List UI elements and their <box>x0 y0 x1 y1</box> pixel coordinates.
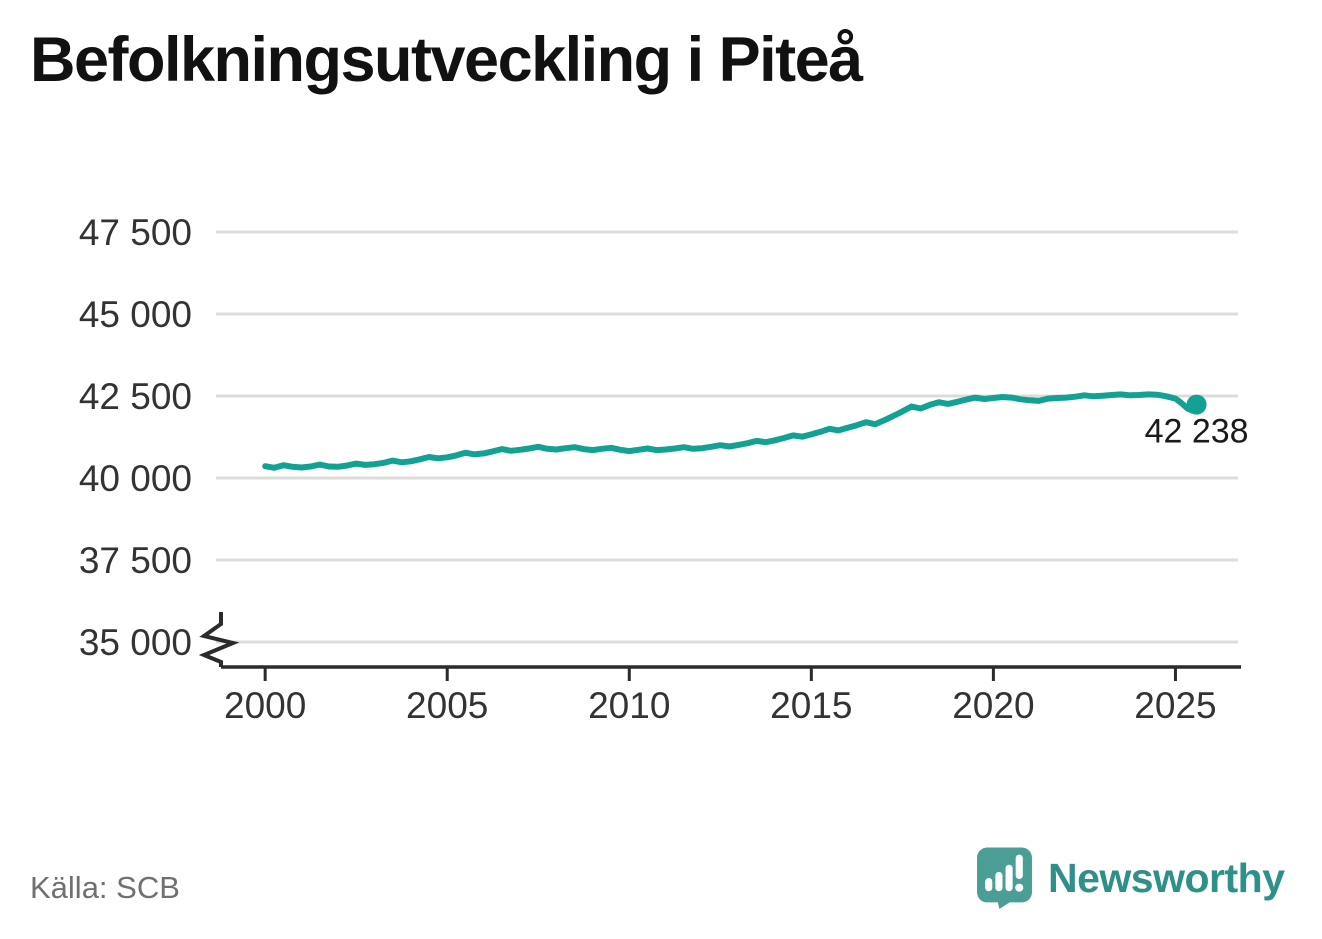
latest-value-label: 42 238 <box>1145 413 1249 451</box>
x-tick-label: 2025 <box>1134 685 1216 726</box>
y-tick-label: 35 000 <box>79 622 192 663</box>
x-tick-label: 2010 <box>588 685 670 726</box>
y-tick-label: 42 500 <box>79 376 192 417</box>
latest-value-dot <box>1186 394 1207 415</box>
x-tick-label: 2005 <box>406 685 488 726</box>
y-tick-label: 37 500 <box>79 540 192 581</box>
y-tick-label: 45 000 <box>79 294 192 335</box>
x-tick-label: 2015 <box>770 685 852 726</box>
x-tick-label: 2000 <box>224 685 306 726</box>
newsworthy-logo-icon <box>977 847 1032 910</box>
y-axis-break-icon <box>198 612 240 667</box>
y-tick-label: 47 500 <box>79 212 192 253</box>
chart-title: Befolkningsutveckling i Piteå <box>30 25 863 95</box>
newsworthy-brand-name: Newsworthy <box>1048 854 1285 901</box>
newsworthy-brand: Newsworthy <box>976 843 1285 913</box>
y-tick-label: 40 000 <box>79 458 192 499</box>
x-tick-label: 2020 <box>952 685 1034 726</box>
source-caption: Källa: SCB <box>30 870 180 905</box>
population-series-line <box>262 391 1200 471</box>
